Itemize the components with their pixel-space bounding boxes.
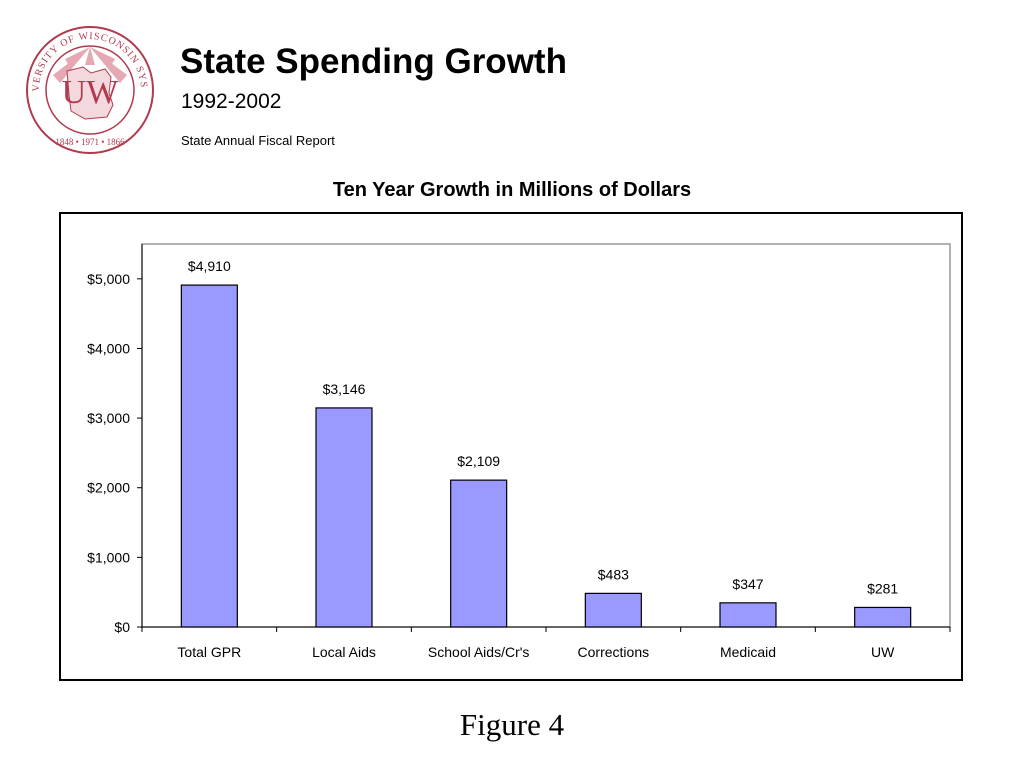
university-seal-logo: UNIVERSITY OF WISCONSIN SYSTEM UW 1848 •…	[25, 25, 154, 154]
bar	[719, 602, 777, 628]
x-tick-label: Total GPR	[177, 644, 241, 660]
data-label: $2,109	[457, 453, 500, 469]
bar-chart: $0 $1,000 $2,000 $3,000 $4,000 $5,000 $4,910 To…	[87, 243, 951, 660]
chart-frame: $0 $1,000 $2,000 $3,000 $4,000 $5,000 $4,910 To…	[59, 212, 963, 681]
x-tick-label: UW	[871, 644, 895, 660]
seal-years: 1848 • 1971 • 1866	[55, 137, 125, 147]
plot-area	[141, 243, 951, 628]
data-label: $347	[732, 576, 763, 592]
page-title: State Spending Growth	[180, 42, 567, 81]
x-tick-label: Corrections	[578, 644, 650, 660]
page-subtitle: 1992-2002	[181, 90, 282, 113]
y-tick-label: $1,000	[87, 549, 130, 565]
seal-monogram: UW	[62, 74, 120, 111]
x-tick-label: School Aids/Cr's	[428, 644, 530, 660]
y-tick-label: $3,000	[87, 410, 130, 426]
wisconsin-state-shape	[66, 66, 114, 120]
bar	[180, 284, 238, 628]
y-tick-label: $4,000	[87, 340, 130, 356]
bar	[854, 606, 912, 628]
x-tick-label: Medicaid	[720, 644, 776, 660]
y-tick-label: $5,000	[87, 271, 130, 287]
x-tick-label: Local Aids	[312, 644, 376, 660]
bar	[315, 407, 373, 628]
data-label: $281	[867, 580, 898, 596]
y-tick-label: $0	[114, 619, 130, 635]
data-label: $4,910	[188, 258, 231, 274]
bar	[450, 479, 508, 628]
chart-title: Ten Year Growth in Millions of Dollars	[332, 179, 692, 201]
data-label: $483	[598, 566, 629, 582]
y-tick-label: $2,000	[87, 480, 130, 496]
seal-rays	[53, 47, 127, 83]
report-name: State Annual Fiscal Report	[181, 133, 335, 148]
figure-caption: Figure 4	[459, 707, 565, 742]
data-label: $3,146	[323, 381, 366, 397]
bar	[584, 592, 642, 628]
